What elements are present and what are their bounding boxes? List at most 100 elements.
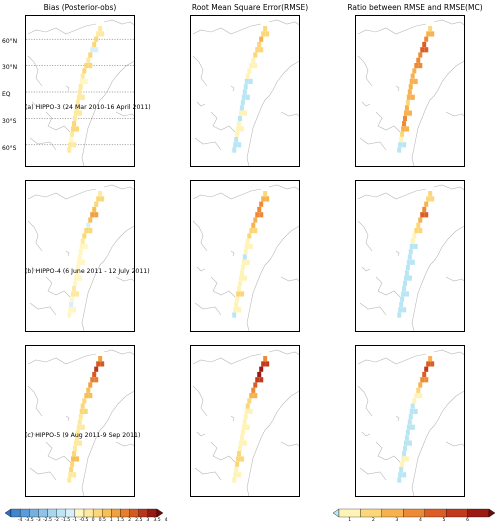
track-cell (400, 296, 405, 302)
colorbar-segment (19, 508, 30, 518)
colorbar-segment (138, 508, 149, 518)
panel-bias-hippo5 (25, 345, 135, 497)
track-cell (237, 472, 242, 478)
track-cell (72, 142, 77, 148)
coastline-6 (445, 441, 464, 447)
colorbar-segment (120, 508, 130, 518)
track-cell (259, 201, 264, 207)
track-cell (69, 466, 74, 473)
track-cell (402, 472, 407, 478)
track-cell (401, 291, 406, 297)
track-cell (233, 142, 238, 148)
track-cell (84, 63, 89, 69)
colorbar-tick-label: 1 (109, 518, 113, 523)
track-cell (75, 126, 80, 132)
track-cell (399, 301, 404, 308)
track-cell (240, 429, 245, 436)
track-cell (71, 126, 76, 132)
track-cell (255, 47, 260, 53)
track-cell (73, 280, 77, 286)
track-cell (77, 419, 82, 425)
colorbar-tick-label: -3 (36, 518, 41, 523)
track-cell (245, 94, 250, 100)
track-cell (92, 206, 97, 213)
track-cell (235, 131, 240, 137)
track-cell (248, 78, 253, 85)
track-cell (397, 477, 402, 483)
colorbar-segment (83, 508, 94, 518)
track-cell (418, 63, 423, 69)
colorbar-tick-label: 3 (146, 518, 150, 523)
track-cell (94, 366, 99, 372)
coastline-8 (230, 85, 235, 92)
track-cell (68, 142, 73, 148)
coastline-0 (264, 349, 299, 431)
track-cell (424, 201, 429, 207)
colorbar-segment (129, 508, 139, 518)
track-cell (94, 47, 99, 53)
track-cell (410, 403, 415, 409)
panel-map (357, 19, 464, 166)
coastline-8 (395, 250, 400, 257)
track-cell (259, 212, 264, 218)
coastline-5 (359, 302, 387, 316)
track-cell (410, 238, 415, 244)
track-cell (414, 393, 419, 399)
colorbar-bias (5, 508, 163, 518)
colorbar-tick-label: -1 (72, 518, 78, 523)
track-cell (96, 31, 101, 37)
track-cell (407, 275, 412, 281)
track-cell (238, 445, 242, 451)
coastline-3 (27, 220, 43, 252)
panel-map (27, 184, 134, 331)
track-cell (430, 31, 435, 37)
coastline-2 (357, 188, 427, 200)
track-cell (255, 212, 260, 218)
colorbar-segment (424, 508, 447, 518)
track-cell (80, 424, 85, 430)
track-cell (248, 243, 253, 250)
track-cell (90, 47, 95, 53)
track-cell (247, 68, 252, 74)
panel-ratio-hippo5 (355, 345, 465, 497)
track-cell (249, 63, 254, 69)
track-cell (82, 398, 87, 404)
track-cell (430, 196, 435, 202)
track-cell (265, 31, 270, 37)
track-cell (67, 477, 72, 483)
colorbar-segment (38, 508, 48, 518)
coastline-4 (375, 276, 401, 298)
track-cell (69, 301, 74, 308)
track-cell (88, 382, 93, 388)
track-cell (100, 31, 105, 37)
track-cell (399, 136, 404, 143)
track-cell (424, 36, 429, 42)
track-cell (406, 259, 411, 265)
coastline-8 (65, 250, 70, 257)
track-cell (234, 136, 239, 143)
coastline-5 (194, 467, 222, 481)
track-cell (406, 424, 411, 430)
track-cell (263, 26, 268, 32)
track-cell (236, 126, 241, 132)
coastline-2 (357, 23, 427, 35)
track-cell (73, 445, 77, 451)
track-cell (418, 217, 423, 223)
coastline-5 (29, 137, 57, 151)
panel-bias-hippo4 (25, 180, 135, 332)
track-cell (257, 41, 262, 48)
colorbar-tick-label: 3 (395, 518, 399, 523)
track-cell (237, 142, 242, 148)
panel-ratio-hippo3 (355, 15, 465, 167)
track-cell (242, 440, 247, 446)
track-cell (413, 408, 418, 415)
track-cell (77, 89, 82, 95)
track-cell (86, 57, 91, 63)
coastline-8 (65, 85, 70, 92)
coastline-3 (27, 55, 43, 87)
track-cell (94, 36, 99, 42)
track-cell (80, 259, 85, 265)
track-cell (84, 228, 89, 234)
coastline-3 (192, 55, 208, 87)
colorbar-tick-label: 2 (371, 518, 375, 523)
